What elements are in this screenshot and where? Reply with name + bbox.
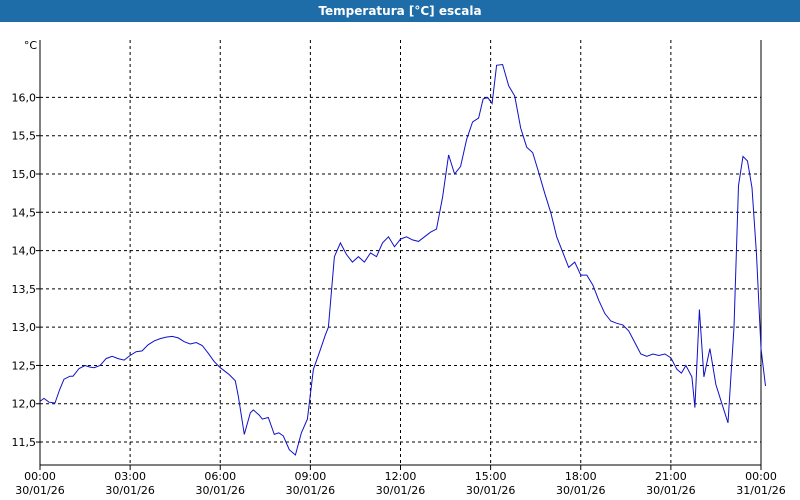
x-tick-date-label: 30/01/26 <box>286 484 335 497</box>
x-tick-time-label: 00:00 <box>745 470 777 483</box>
y-tick-label: 15,0 <box>12 168 37 181</box>
x-tick-date-label: 30/01/26 <box>376 484 425 497</box>
y-tick-label: 14,5 <box>12 206 37 219</box>
y-tick-label: 11,5 <box>12 436 37 449</box>
x-tick-date-label: 31/01/26 <box>736 484 785 497</box>
x-tick-date-label: 30/01/26 <box>646 484 695 497</box>
y-unit-label: °C <box>24 39 38 52</box>
y-tick-label: 15,5 <box>12 130 37 143</box>
series-layer <box>39 63 766 456</box>
x-tick-time-label: 09:00 <box>295 470 327 483</box>
x-tick-time-label: 03:00 <box>114 470 146 483</box>
x-tick-time-label: 18:00 <box>565 470 597 483</box>
temperature-series-line <box>39 63 766 456</box>
axes <box>36 40 762 470</box>
x-tick-date-label: 30/01/26 <box>105 484 154 497</box>
x-tick-time-label: 15:00 <box>475 470 507 483</box>
x-tick-date-label: 30/01/26 <box>466 484 515 497</box>
x-tick-time-label: 06:00 <box>204 470 236 483</box>
x-tick-date-label: 30/01/26 <box>15 484 64 497</box>
y-tick-label: 12,0 <box>12 398 37 411</box>
x-tick-time-label: 21:00 <box>655 470 687 483</box>
tick-labels: 11,5 12,0 12,5 13,0 13,5 14,0 14,5 15,0 15,5 16,0… <box>12 39 786 497</box>
y-tick-label: 13,5 <box>12 283 37 296</box>
x-tick-time-label: 00:00 <box>24 470 56 483</box>
x-tick-date-label: 30/01/26 <box>556 484 605 497</box>
grid-lines <box>40 40 761 465</box>
y-tick-label: 12,5 <box>12 359 37 372</box>
y-tick-label: 13,0 <box>12 321 37 334</box>
x-tick-date-label: 30/01/26 <box>196 484 245 497</box>
y-tick-label: 16,0 <box>12 91 37 104</box>
y-tick-label: 14,0 <box>12 245 37 258</box>
chart-title-bar: Temperatura [°C] escala <box>0 0 800 22</box>
x-tick-time-label: 12:00 <box>385 470 417 483</box>
